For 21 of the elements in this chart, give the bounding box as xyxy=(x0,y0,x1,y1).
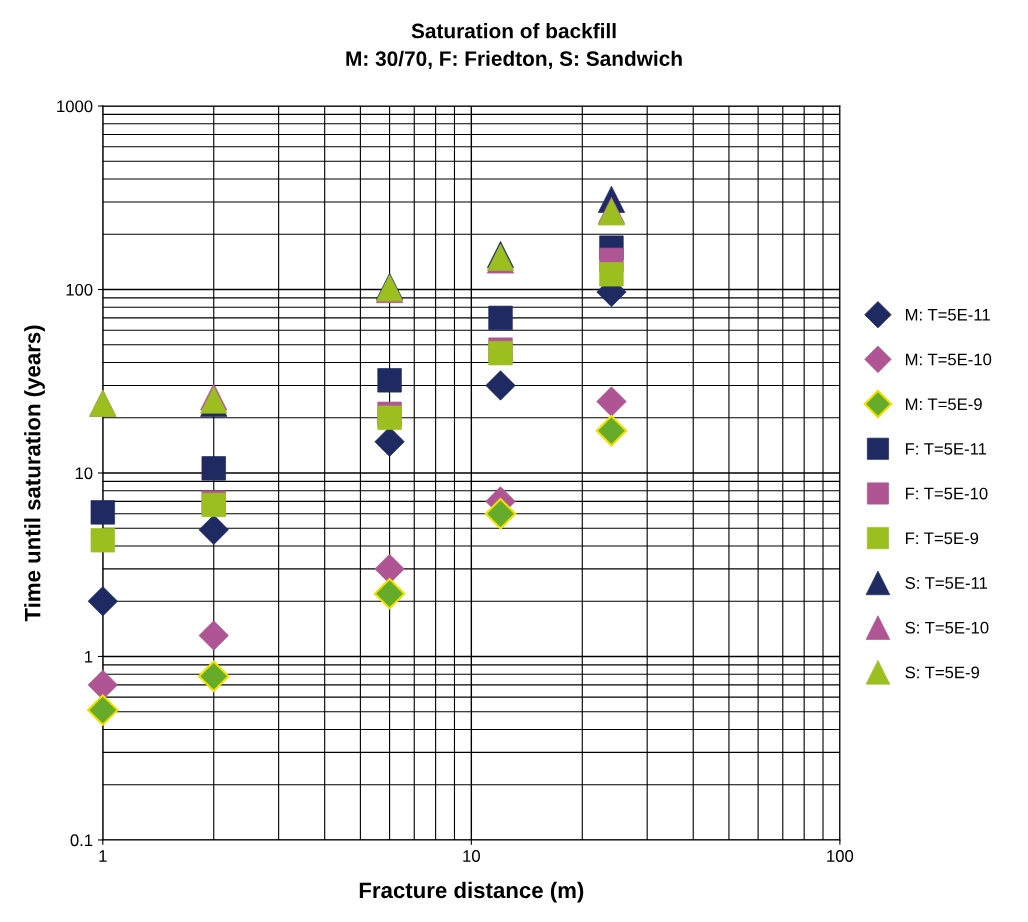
y-tick-label: 0.1 xyxy=(70,834,93,847)
y-tick-label: 1 xyxy=(85,651,93,663)
chart-subtitle: M: 30/70, F: Friedton, S: Sandwich xyxy=(346,50,682,70)
x-tick-label: 100 xyxy=(827,850,854,862)
legend-label: M: T=5E-10 xyxy=(905,353,992,366)
x-tick-label: 1 xyxy=(99,850,107,862)
x-axis-title: Fracture distance (m) xyxy=(359,881,584,903)
legend-label: M: T=5E-9 xyxy=(905,398,982,411)
legend-label: S: T=5E-10 xyxy=(905,621,989,634)
y-tick-label: 10 xyxy=(75,467,93,480)
y-tick-label: 100 xyxy=(66,283,93,296)
legend-label: F: T=5E-9 xyxy=(905,532,979,545)
legend-label: M: T=5E-11 xyxy=(905,309,990,321)
legend-label: S: T=5E-11 xyxy=(905,577,988,589)
y-tick-label: 1000 xyxy=(57,100,93,113)
x-tick-label: 10 xyxy=(463,850,480,862)
legend-label: F: T=5E-11 xyxy=(905,443,987,455)
legend-label: S: T=5E-9 xyxy=(905,666,980,679)
legend-label: F: T=5E-10 xyxy=(905,487,988,500)
y-axis-title: Time until saturation (years) xyxy=(24,325,45,622)
chart-title: Saturation of backfill xyxy=(411,23,616,39)
